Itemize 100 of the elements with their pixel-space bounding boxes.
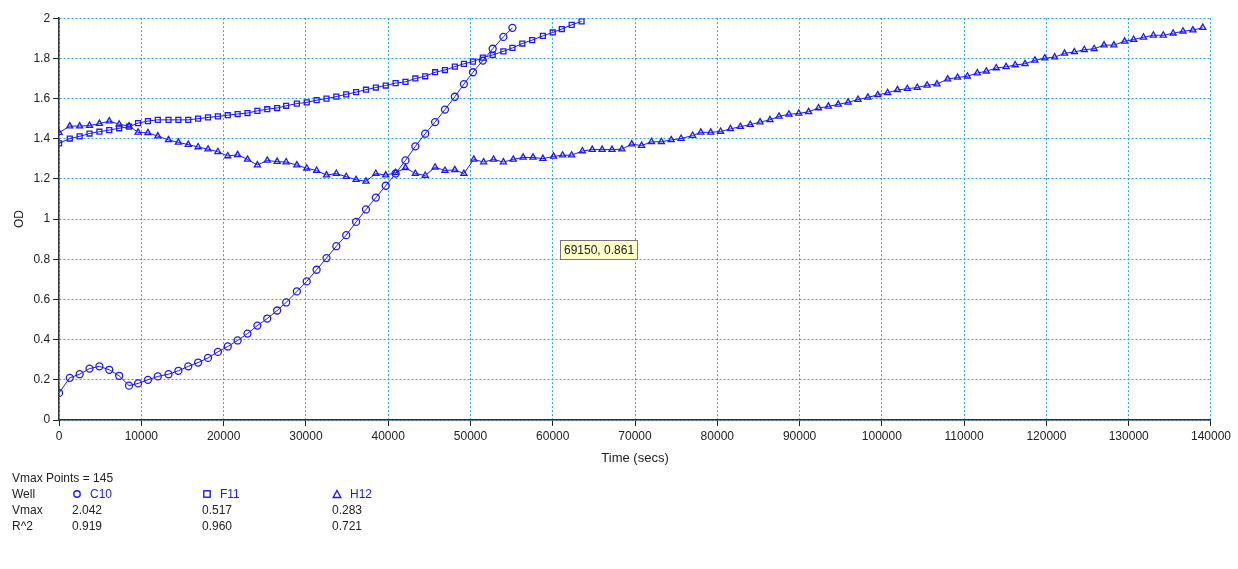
legend-label: F11 <box>220 487 240 501</box>
point <box>293 100 300 107</box>
y-tick-label: 1 <box>43 211 51 226</box>
y-tick-label: 1.8 <box>33 50 51 65</box>
text: 0.517 <box>202 502 234 518</box>
point <box>66 135 73 142</box>
point <box>352 89 360 96</box>
point <box>460 60 468 67</box>
x-tick-label: 130000 <box>1108 428 1150 443</box>
point <box>272 306 282 315</box>
x-tick-label: 10000 <box>124 428 159 443</box>
y-tick-label: 1.4 <box>33 131 51 146</box>
x-tick-label: 110000 <box>944 428 985 443</box>
y-tick-label: 0.6 <box>33 291 51 306</box>
point <box>422 73 429 80</box>
point <box>351 217 361 227</box>
point <box>519 40 526 47</box>
x-tick-label: 120000 <box>1026 428 1067 443</box>
point <box>392 79 399 87</box>
point <box>558 25 565 33</box>
x-tick-label: 0 <box>55 428 63 443</box>
point <box>488 44 497 53</box>
point <box>430 117 440 127</box>
point <box>362 86 370 93</box>
point <box>303 99 310 106</box>
text: Well <box>12 486 37 502</box>
point <box>402 78 409 86</box>
point <box>264 106 271 113</box>
text: Vmax Points = 145 <box>12 470 115 486</box>
y-tick-label: 0 <box>43 412 51 427</box>
point <box>282 298 291 307</box>
point <box>382 82 389 89</box>
x-tick-label: 20000 <box>206 428 241 443</box>
point <box>86 130 93 137</box>
point <box>224 112 231 119</box>
x-tick-label: 30000 <box>289 428 323 443</box>
point <box>165 116 172 123</box>
point <box>489 51 496 59</box>
point <box>273 104 281 112</box>
point <box>76 133 83 140</box>
point <box>154 116 161 123</box>
point <box>372 84 379 91</box>
point <box>125 123 133 130</box>
point <box>361 205 371 214</box>
point <box>263 314 272 323</box>
text: 0.919 <box>72 518 104 534</box>
point <box>322 253 331 263</box>
point <box>143 375 153 384</box>
point <box>459 79 469 89</box>
point <box>214 113 221 120</box>
point <box>313 97 320 104</box>
point <box>116 125 123 132</box>
point <box>254 107 261 114</box>
point <box>133 379 143 388</box>
point <box>549 29 556 36</box>
point <box>371 193 380 202</box>
point <box>234 110 241 118</box>
y-tick-label: 1.2 <box>33 171 51 186</box>
y-tick-label: 2 <box>43 10 51 25</box>
point <box>508 23 517 32</box>
point <box>440 105 450 114</box>
x-tick-label: 90000 <box>782 428 817 443</box>
point <box>450 92 459 101</box>
point <box>431 69 439 76</box>
point <box>75 370 84 379</box>
point <box>333 93 340 100</box>
legend-label: H12 <box>350 487 373 501</box>
point <box>85 364 94 373</box>
text: R^2 <box>12 518 34 534</box>
point <box>302 277 311 286</box>
point <box>509 44 516 52</box>
x-axis-title: Time (secs) <box>601 449 669 465</box>
point <box>469 58 477 65</box>
x-tick-label: 40000 <box>371 428 406 443</box>
point <box>411 142 420 151</box>
text: 0.283 <box>332 502 364 518</box>
point <box>578 18 585 25</box>
point <box>193 358 203 367</box>
point <box>175 116 182 123</box>
point <box>412 75 419 82</box>
point <box>529 36 536 44</box>
text: Vmax <box>12 502 44 518</box>
x-tick-label: 60000 <box>536 428 570 443</box>
point <box>312 265 321 274</box>
point <box>539 32 546 39</box>
point <box>468 68 478 77</box>
point <box>243 329 252 338</box>
point <box>342 231 351 240</box>
y-tick-label: 1.6 <box>33 90 51 105</box>
point <box>499 32 508 42</box>
text: 0.960 <box>202 518 234 534</box>
point <box>253 321 262 330</box>
x-tick-label: 100000 <box>861 428 903 443</box>
point <box>441 66 449 74</box>
point <box>174 366 183 375</box>
x-tick-label: 50000 <box>453 428 488 443</box>
legend-label: C10 <box>90 487 113 501</box>
y-tick-label: 0.2 <box>33 372 51 387</box>
point <box>451 63 458 70</box>
point <box>184 362 193 371</box>
